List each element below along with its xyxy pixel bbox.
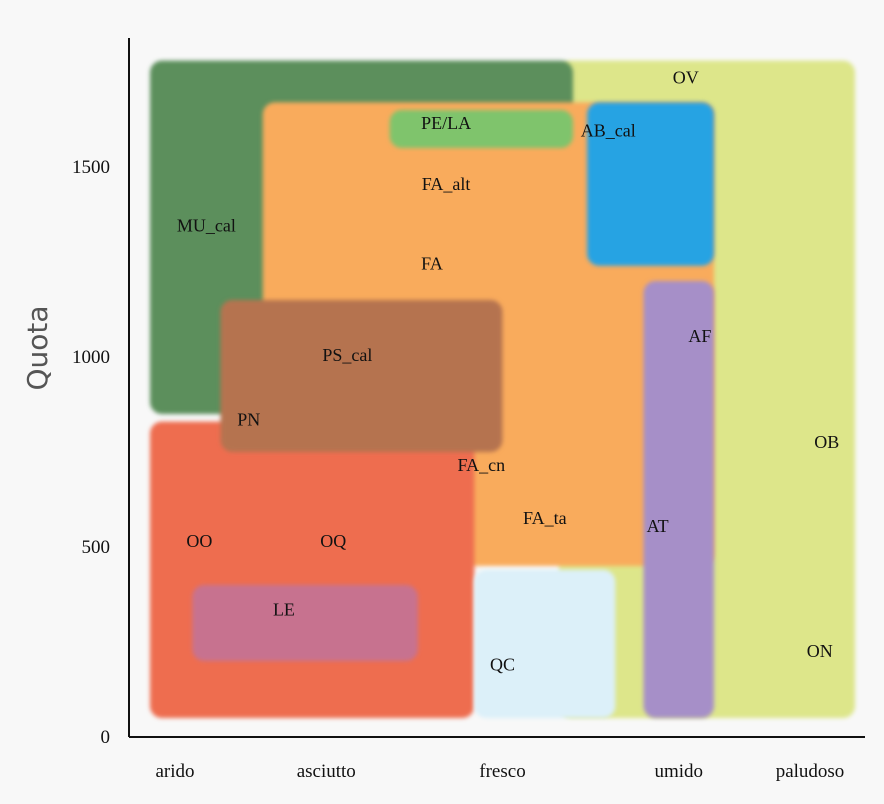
zone-pe-la: [389, 110, 573, 148]
y-tick-label: 500: [82, 537, 111, 558]
axes-layer: [128, 38, 865, 738]
zone-label-ab-cal: AB_cal: [581, 121, 636, 141]
y-axis-title: Quota: [21, 305, 54, 390]
zone-label-at: AT: [647, 516, 669, 536]
zone-ab-cal: [587, 102, 714, 266]
zone-label-ps-cal: PS_cal: [322, 345, 372, 365]
x-tick-label: fresco: [479, 761, 525, 782]
zones-layer: [150, 60, 855, 719]
zone-qc: [474, 569, 616, 718]
zone-label-le: LE: [273, 599, 295, 619]
zone-label-qc: QC: [490, 655, 515, 675]
zone-label-pn: PN: [237, 409, 260, 429]
zone-oo: [150, 421, 475, 718]
zone-af: [643, 281, 714, 718]
zone-label-oq: OQ: [320, 531, 346, 551]
zone-le: [192, 585, 418, 661]
zone-label-fa-alt: FA_alt: [422, 174, 471, 194]
zone-label-fa-ta: FA_ta: [523, 508, 567, 528]
zone-label-fa: FA: [421, 254, 443, 274]
x-tick-label: asciutto: [297, 761, 356, 782]
zone-label-fa-cn: FA_cn: [458, 455, 506, 475]
zone-ps-cal: [220, 300, 503, 452]
zone-label-mu-cal: MU_cal: [177, 216, 236, 236]
x-tick-label: arido: [155, 761, 194, 782]
y-tick-label: 0: [101, 727, 111, 748]
zone-label-oo: OO: [186, 531, 212, 551]
y-tick-label: 1000: [72, 347, 110, 368]
zone-label-on: ON: [807, 641, 833, 661]
x-tick-label: umido: [654, 761, 703, 782]
y-tick-label: 1500: [72, 157, 110, 178]
zone-label-ob: OB: [814, 432, 839, 452]
zone-label-ov: OV: [673, 67, 699, 87]
ticks-layer: 0 500 1000 1500 arido asciutto fresco umido palu…: [72, 157, 844, 782]
zone-label-pe-la: PE/LA: [421, 113, 471, 133]
x-tick-label: paludoso: [776, 761, 845, 782]
labels-layer: OV PE/LA AB_cal FA_alt MU_cal FA AF PS_cal PN OB F…: [177, 67, 839, 674]
zone-label-af: AF: [688, 326, 711, 346]
